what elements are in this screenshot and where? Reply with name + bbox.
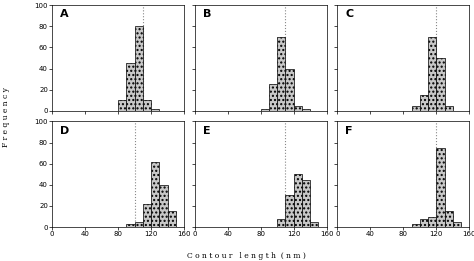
Bar [428,217,436,227]
Bar [118,100,127,111]
Bar [135,222,143,227]
Text: C o n t o u r   l e n g t h  ( n m ): C o n t o u r l e n g t h ( n m ) [187,252,306,260]
Bar [411,224,420,227]
Bar [453,222,461,227]
Bar [445,106,453,111]
Bar [420,95,428,111]
Bar [277,37,285,111]
Bar [411,106,420,111]
Bar [127,224,135,227]
Text: F: F [345,126,353,136]
Bar [168,211,176,227]
Bar [445,211,453,227]
Bar [285,69,294,111]
Bar [294,174,302,227]
Text: E: E [202,126,210,136]
Bar [151,109,159,111]
Bar [294,106,302,111]
Bar [428,37,436,111]
Bar [135,26,143,111]
Text: B: B [202,9,211,20]
Bar [277,219,285,227]
Text: A: A [60,9,69,20]
Text: F r e q u e n c y: F r e q u e n c y [2,87,10,147]
Bar [302,180,310,227]
Bar [261,109,269,111]
Bar [127,63,135,111]
Bar [143,204,151,227]
Bar [420,219,428,227]
Text: C: C [345,9,353,20]
Bar [436,148,445,227]
Bar [151,162,159,227]
Bar [436,58,445,111]
Bar [143,100,151,111]
Bar [285,195,294,227]
Bar [302,109,310,111]
Bar [269,85,277,111]
Bar [310,222,319,227]
Bar [159,185,168,227]
Text: D: D [60,126,69,136]
